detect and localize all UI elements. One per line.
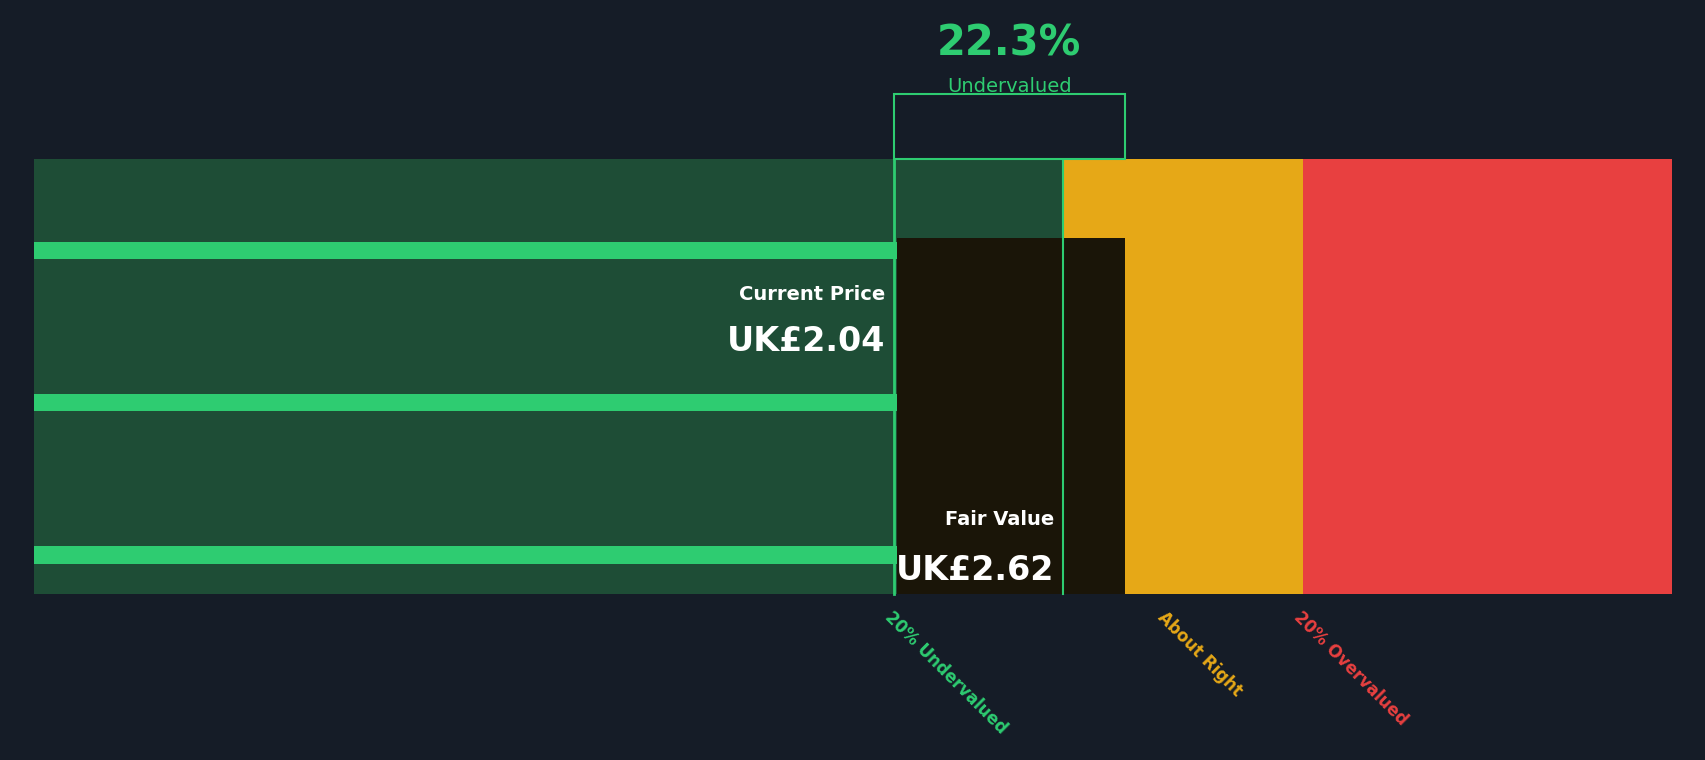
Bar xyxy=(897,238,1124,594)
Text: UK£2.04: UK£2.04 xyxy=(726,325,885,358)
Text: Fair Value: Fair Value xyxy=(945,510,1054,529)
Text: 20% Overvalued: 20% Overvalued xyxy=(1291,609,1410,730)
Text: About Right: About Right xyxy=(1153,609,1245,700)
Bar xyxy=(34,242,1062,259)
Text: Undervalued: Undervalued xyxy=(946,78,1071,97)
Text: 22.3%: 22.3% xyxy=(936,23,1081,65)
Text: 20% Undervalued: 20% Undervalued xyxy=(881,609,1009,738)
Bar xyxy=(1303,160,1671,594)
Bar xyxy=(34,160,1062,594)
Bar xyxy=(66,259,893,546)
Bar xyxy=(34,394,1062,411)
Bar xyxy=(34,546,1062,563)
Text: UK£2.62: UK£2.62 xyxy=(895,553,1054,587)
Bar xyxy=(1062,160,1303,594)
Bar xyxy=(893,94,1124,160)
Text: Current Price: Current Price xyxy=(738,284,885,303)
